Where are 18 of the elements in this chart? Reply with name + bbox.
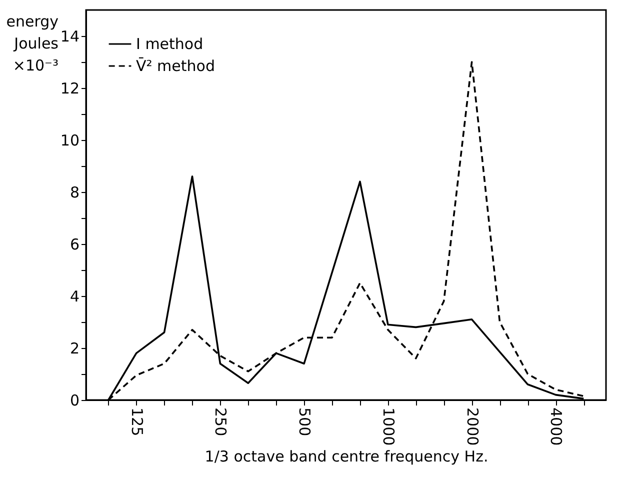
y-tick-label: 2 bbox=[70, 340, 80, 358]
y-tick-label: 8 bbox=[70, 184, 80, 202]
legend-label: V̄² method bbox=[136, 56, 215, 75]
y-tick-label: 10 bbox=[60, 132, 80, 150]
x-tick-label: 1000 bbox=[379, 408, 398, 446]
y-tick-label: 14 bbox=[60, 28, 80, 46]
y-tick-label: 12 bbox=[60, 80, 80, 98]
x-tick-label: 4000 bbox=[547, 408, 566, 446]
y-tick-label: 4 bbox=[70, 288, 80, 306]
x-tick-label: 250 bbox=[212, 408, 230, 436]
x-tick-label: 125 bbox=[128, 408, 146, 436]
y-tick-label: 6 bbox=[70, 236, 80, 254]
x-tick-label: 2000 bbox=[463, 408, 482, 446]
y-tick-label: 0 bbox=[70, 392, 80, 410]
x-tick-label: 500 bbox=[296, 408, 314, 436]
legend-label: I method bbox=[136, 35, 204, 53]
y-axis-title: energy Joules ×10⁻³ bbox=[6, 12, 59, 74]
x-axis-title: 1/3 octave band centre frequency Hz. bbox=[204, 448, 488, 466]
